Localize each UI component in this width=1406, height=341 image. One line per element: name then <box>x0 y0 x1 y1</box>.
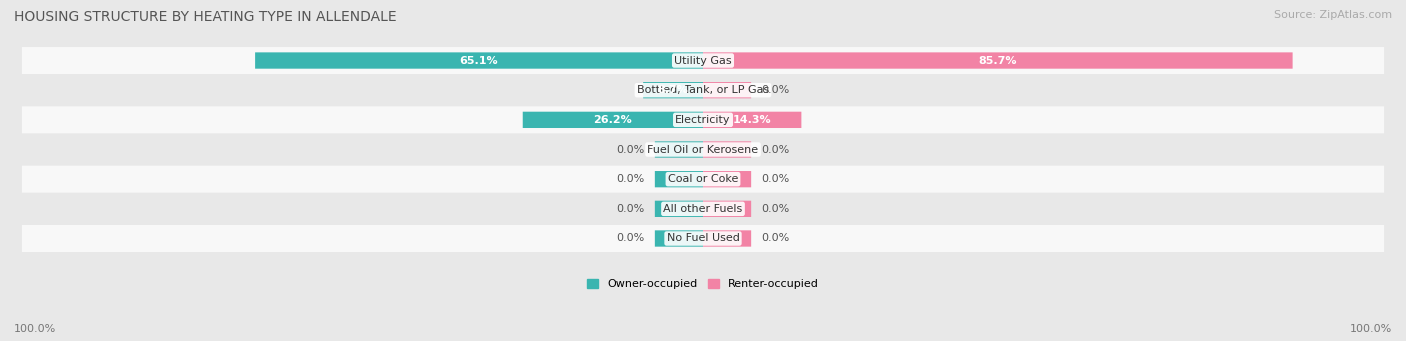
Text: 0.0%: 0.0% <box>762 174 790 184</box>
FancyBboxPatch shape <box>523 112 703 128</box>
FancyBboxPatch shape <box>655 230 703 247</box>
Text: Utility Gas: Utility Gas <box>675 56 731 65</box>
Text: 8.7%: 8.7% <box>658 85 689 95</box>
Text: 0.0%: 0.0% <box>762 204 790 214</box>
Text: 0.0%: 0.0% <box>762 85 790 95</box>
Text: Bottled, Tank, or LP Gas: Bottled, Tank, or LP Gas <box>637 85 769 95</box>
FancyBboxPatch shape <box>655 142 703 158</box>
FancyBboxPatch shape <box>703 171 751 187</box>
Text: 100.0%: 100.0% <box>14 324 56 334</box>
FancyBboxPatch shape <box>703 53 1292 69</box>
Text: 0.0%: 0.0% <box>762 234 790 243</box>
Text: All other Fuels: All other Fuels <box>664 204 742 214</box>
Text: Source: ZipAtlas.com: Source: ZipAtlas.com <box>1274 10 1392 20</box>
Text: No Fuel Used: No Fuel Used <box>666 234 740 243</box>
Legend: Owner-occupied, Renter-occupied: Owner-occupied, Renter-occupied <box>582 274 824 294</box>
FancyBboxPatch shape <box>22 136 1384 163</box>
FancyBboxPatch shape <box>655 201 703 217</box>
FancyBboxPatch shape <box>22 77 1384 104</box>
Text: 0.0%: 0.0% <box>616 234 644 243</box>
Text: 14.3%: 14.3% <box>733 115 772 125</box>
FancyBboxPatch shape <box>22 225 1384 252</box>
FancyBboxPatch shape <box>703 142 751 158</box>
Text: Coal or Coke: Coal or Coke <box>668 174 738 184</box>
Text: 85.7%: 85.7% <box>979 56 1017 65</box>
Text: 0.0%: 0.0% <box>762 145 790 154</box>
FancyBboxPatch shape <box>22 195 1384 222</box>
FancyBboxPatch shape <box>703 82 751 98</box>
FancyBboxPatch shape <box>22 106 1384 133</box>
Text: HOUSING STRUCTURE BY HEATING TYPE IN ALLENDALE: HOUSING STRUCTURE BY HEATING TYPE IN ALL… <box>14 10 396 24</box>
FancyBboxPatch shape <box>22 166 1384 193</box>
Text: 100.0%: 100.0% <box>1350 324 1392 334</box>
FancyBboxPatch shape <box>254 53 703 69</box>
Text: 0.0%: 0.0% <box>616 204 644 214</box>
Text: 0.0%: 0.0% <box>616 174 644 184</box>
FancyBboxPatch shape <box>703 201 751 217</box>
FancyBboxPatch shape <box>22 47 1384 74</box>
FancyBboxPatch shape <box>703 230 751 247</box>
FancyBboxPatch shape <box>655 171 703 187</box>
FancyBboxPatch shape <box>703 112 801 128</box>
Text: 0.0%: 0.0% <box>616 145 644 154</box>
Text: Fuel Oil or Kerosene: Fuel Oil or Kerosene <box>647 145 759 154</box>
Text: 65.1%: 65.1% <box>460 56 498 65</box>
Text: 26.2%: 26.2% <box>593 115 633 125</box>
Text: Electricity: Electricity <box>675 115 731 125</box>
FancyBboxPatch shape <box>643 82 703 98</box>
